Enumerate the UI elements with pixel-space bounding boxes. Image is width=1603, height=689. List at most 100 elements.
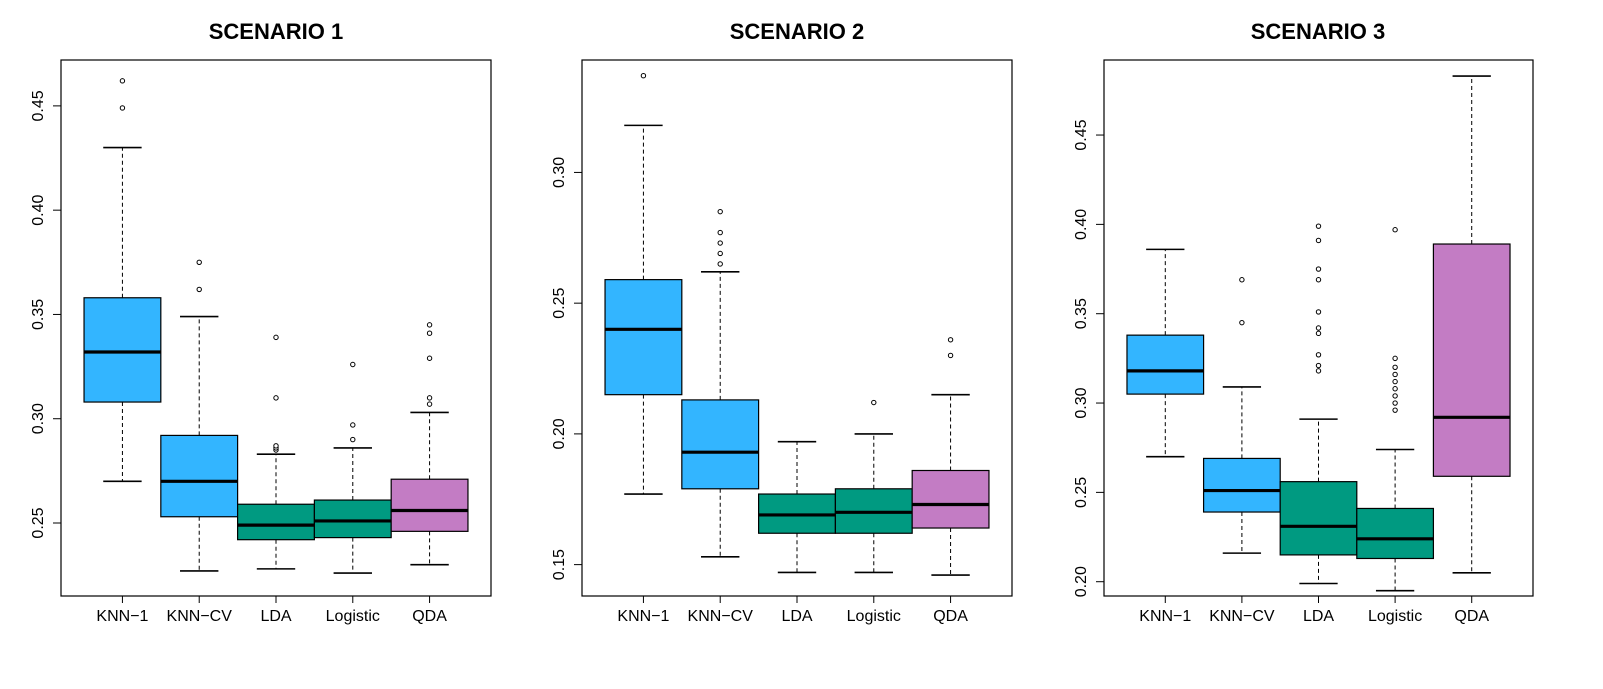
outlier-point — [1315, 368, 1322, 374]
outlier-point — [1315, 277, 1322, 283]
panel-2: SCENARIO 2 0.15 0.20 0.25 0.30 KNN−1 KNN−CV LDA… — [551, 19, 1013, 625]
y-tick-label: 0.30 — [1073, 387, 1090, 418]
y-tick-label: 0.20 — [1073, 566, 1090, 597]
x-tick-label: KNN−1 — [96, 608, 148, 625]
chart-title: SCENARIO 2 — [730, 19, 864, 44]
y-tick-label: 0.25 — [551, 287, 568, 318]
iqr-box — [604, 279, 683, 396]
x-tick-label: KNN−1 — [617, 608, 669, 625]
chart-title: SCENARIO 3 — [1251, 19, 1385, 44]
x-tick-label: QDA — [412, 608, 447, 625]
y-tick-label: 0.45 — [30, 90, 47, 121]
outlier-point — [717, 250, 723, 257]
box-2 — [681, 208, 760, 558]
outlier-point — [717, 208, 723, 215]
outlier-point — [1315, 237, 1322, 244]
x-tick-label: Logistic — [1368, 608, 1422, 625]
panel-1: SCENARIO 1 0.25 0.30 0.35 0.40 0.45 KNN−1 KNN−C… — [30, 19, 492, 625]
outlier-point — [426, 330, 433, 336]
outlier-point — [350, 361, 356, 368]
box-1 — [1126, 248, 1205, 458]
outlier-point — [1315, 309, 1322, 315]
outlier-point — [273, 443, 279, 449]
y-tick-label: 0.45 — [1073, 119, 1090, 150]
x-tick-label: KNN−1 — [1139, 608, 1191, 625]
outlier-point — [1315, 362, 1322, 369]
y-tick-label: 0.35 — [30, 299, 47, 330]
y-tick-label: 0.30 — [551, 157, 568, 188]
iqr-box — [313, 499, 392, 539]
iqr-box — [1356, 507, 1435, 560]
x-tick-label: Logistic — [326, 608, 380, 625]
box-3 — [758, 440, 836, 574]
x-tick-label: LDA — [260, 608, 291, 625]
x-tick-label: QDA — [1454, 608, 1489, 625]
outlier-point — [273, 334, 279, 341]
outlier-point — [1392, 378, 1398, 385]
box-3 — [237, 334, 315, 570]
y-tick-label: 0.40 — [30, 194, 47, 225]
box-4 — [1356, 227, 1435, 592]
box-2 — [1202, 277, 1281, 554]
outlier-point — [871, 399, 877, 406]
iqr-box — [681, 399, 760, 490]
box-4 — [313, 361, 392, 574]
iqr-box — [911, 469, 990, 529]
box-5 — [911, 337, 990, 576]
outlier-point — [1392, 407, 1398, 413]
iqr-box — [1279, 481, 1358, 556]
outlier-point — [426, 401, 433, 407]
outlier-point — [1392, 393, 1398, 399]
outlier-point — [426, 355, 433, 361]
box-4 — [834, 399, 913, 574]
outlier-point — [426, 395, 433, 401]
box-1 — [83, 78, 162, 483]
outlier-point — [426, 322, 433, 328]
box-1 — [604, 72, 683, 495]
box-5 — [390, 322, 469, 566]
outlier-point — [947, 352, 954, 359]
outlier-point — [1315, 266, 1322, 272]
x-tick-label: QDA — [933, 608, 968, 625]
outlier-point — [350, 422, 356, 428]
y-tick-label: 0.25 — [1073, 477, 1090, 508]
outlier-point — [1315, 325, 1322, 331]
box-3 — [1279, 223, 1358, 585]
chart-title: SCENARIO 1 — [209, 19, 343, 44]
outlier-point — [273, 395, 279, 401]
outlier-point — [717, 229, 723, 236]
outlier-point — [1392, 355, 1398, 362]
outlier-point — [1315, 352, 1322, 358]
x-tick-label: KNN−CV — [1209, 608, 1275, 625]
outlier-point — [196, 286, 202, 293]
outlier-point — [1239, 319, 1245, 326]
iqr-box — [1202, 457, 1281, 513]
y-tick-label: 0.30 — [30, 403, 47, 434]
iqr-box — [237, 503, 315, 541]
x-tick-label: LDA — [781, 608, 812, 625]
y-tick-label: 0.35 — [1073, 298, 1090, 329]
iqr-box — [160, 434, 239, 518]
y-tick-label: 0.20 — [551, 418, 568, 449]
y-tick-label: 0.40 — [1073, 209, 1090, 240]
iqr-box — [83, 297, 162, 403]
outlier-point — [1239, 277, 1245, 283]
box-2 — [160, 259, 239, 572]
outlier-point — [1315, 223, 1322, 229]
outlier-point — [196, 259, 202, 266]
x-tick-label: KNN−CV — [688, 608, 754, 625]
y-tick-label: 0.15 — [551, 549, 568, 580]
outlier-point — [119, 78, 126, 84]
outlier-point — [119, 105, 126, 111]
outlier-point — [1392, 371, 1398, 378]
outlier-point — [640, 72, 647, 79]
outlier-point — [717, 261, 723, 267]
x-tick-label: LDA — [1303, 608, 1334, 625]
iqr-box — [1432, 243, 1511, 477]
outlier-point — [1315, 330, 1322, 337]
y-tick-label: 0.25 — [30, 507, 47, 538]
outlier-point — [1392, 364, 1398, 371]
outlier-point — [1392, 386, 1398, 392]
outlier-point — [947, 337, 954, 343]
